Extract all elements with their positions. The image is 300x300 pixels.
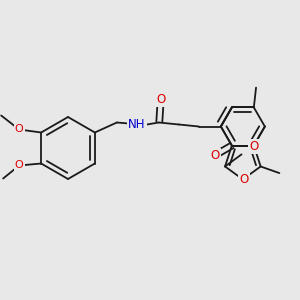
- Text: O: O: [156, 93, 166, 106]
- Text: O: O: [15, 160, 23, 170]
- Text: O: O: [249, 140, 259, 153]
- Text: NH: NH: [128, 118, 146, 131]
- Text: O: O: [239, 173, 248, 186]
- Text: O: O: [210, 149, 219, 162]
- Text: O: O: [15, 124, 23, 134]
